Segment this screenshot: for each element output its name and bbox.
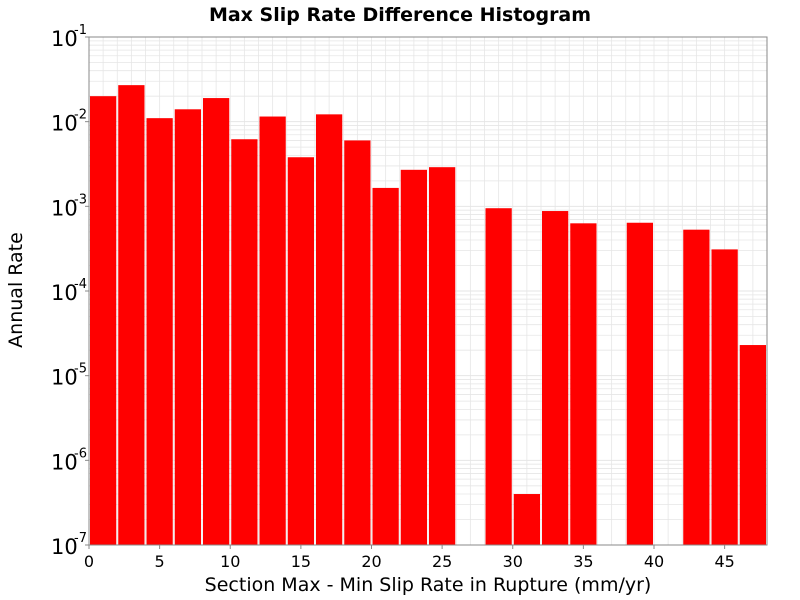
y-tick-label: 10 bbox=[51, 196, 78, 220]
histogram-bar bbox=[513, 494, 540, 545]
x-tick-label: 40 bbox=[644, 552, 664, 571]
histogram-bar bbox=[118, 85, 145, 545]
x-axis-label: Section Max - Min Slip Rate in Rupture (… bbox=[205, 574, 652, 596]
histogram-bar bbox=[626, 222, 653, 546]
y-tick-label: 10 bbox=[51, 281, 78, 305]
histogram-bar bbox=[739, 345, 766, 545]
y-tick-exponent: -4 bbox=[74, 277, 87, 292]
x-tick-label: 25 bbox=[432, 552, 452, 571]
histogram-bar bbox=[287, 157, 314, 545]
histogram-bar bbox=[146, 118, 173, 546]
histogram-bar bbox=[231, 139, 258, 545]
y-tick-label: 10 bbox=[51, 535, 78, 559]
histogram-bar bbox=[90, 96, 117, 546]
histogram-bar bbox=[344, 140, 371, 545]
x-tick-label: 5 bbox=[155, 552, 165, 571]
histogram-bar bbox=[316, 114, 343, 546]
histogram-bar bbox=[429, 167, 456, 545]
y-axis-label: Annual Rate bbox=[5, 232, 27, 348]
histogram-bar bbox=[372, 187, 399, 546]
x-ticks: 0 5 10 15 20 25 30 35 40 45 bbox=[84, 545, 735, 571]
y-tick-exponent: -1 bbox=[74, 23, 87, 38]
bars bbox=[90, 85, 766, 546]
y-tick-exponent: -7 bbox=[74, 531, 87, 546]
x-tick-label: 30 bbox=[503, 552, 523, 571]
y-tick-exponent: -2 bbox=[74, 108, 87, 123]
y-tick-label: 10 bbox=[51, 27, 78, 51]
y-tick-label: 10 bbox=[51, 366, 78, 390]
histogram-bar bbox=[570, 223, 597, 545]
histogram-bar bbox=[711, 249, 738, 545]
x-tick-label: 20 bbox=[361, 552, 381, 571]
y-tick-exponent: -3 bbox=[74, 192, 87, 207]
histogram-bar bbox=[400, 169, 427, 545]
histogram-bar bbox=[542, 211, 569, 545]
histogram-bar bbox=[203, 98, 230, 546]
histogram-bar bbox=[485, 208, 512, 545]
y-tick-exponent: -5 bbox=[74, 362, 87, 377]
chart-title: Max Slip Rate Difference Histogram bbox=[209, 4, 591, 26]
x-tick-label: 15 bbox=[291, 552, 311, 571]
x-tick-label: 10 bbox=[220, 552, 240, 571]
histogram-bar bbox=[259, 116, 286, 545]
histogram-bar bbox=[683, 229, 710, 545]
x-tick-label: 35 bbox=[573, 552, 593, 571]
y-tick-label: 10 bbox=[51, 450, 78, 474]
y-tick-label: 10 bbox=[51, 112, 78, 136]
y-tick-exponent: -6 bbox=[74, 446, 87, 461]
y-ticks: 10-710-610-510-410-310-210-1 bbox=[51, 23, 89, 559]
histogram-bar bbox=[174, 109, 201, 545]
x-tick-label: 0 bbox=[84, 552, 94, 571]
x-tick-label: 45 bbox=[714, 552, 734, 571]
